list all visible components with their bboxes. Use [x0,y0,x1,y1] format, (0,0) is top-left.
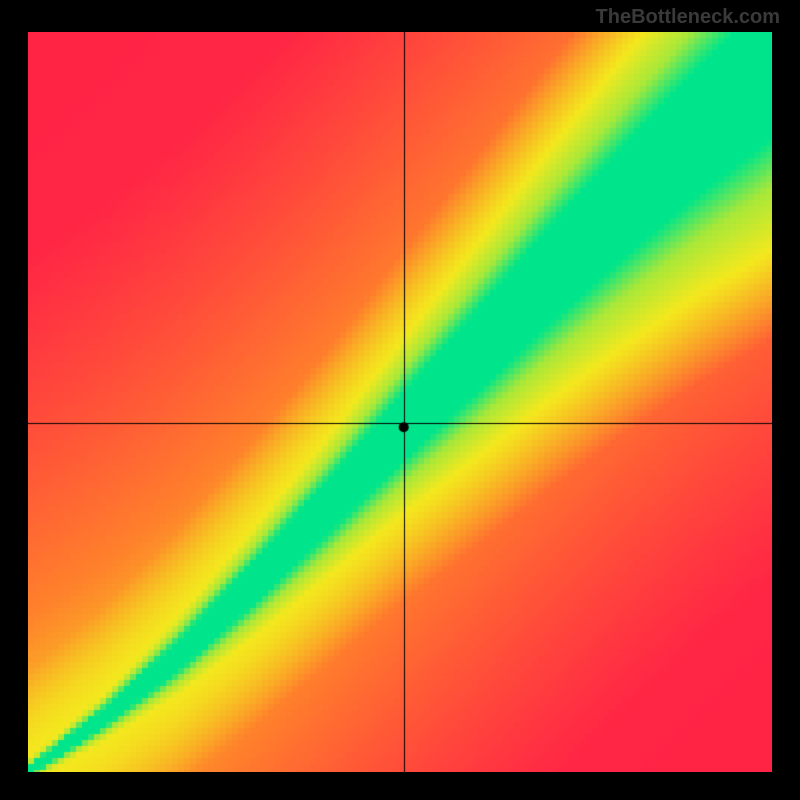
plot-area [28,32,772,772]
chart-container: TheBottleneck.com [0,0,800,800]
attribution-label: TheBottleneck.com [596,6,780,29]
heatmap-canvas [28,32,772,772]
